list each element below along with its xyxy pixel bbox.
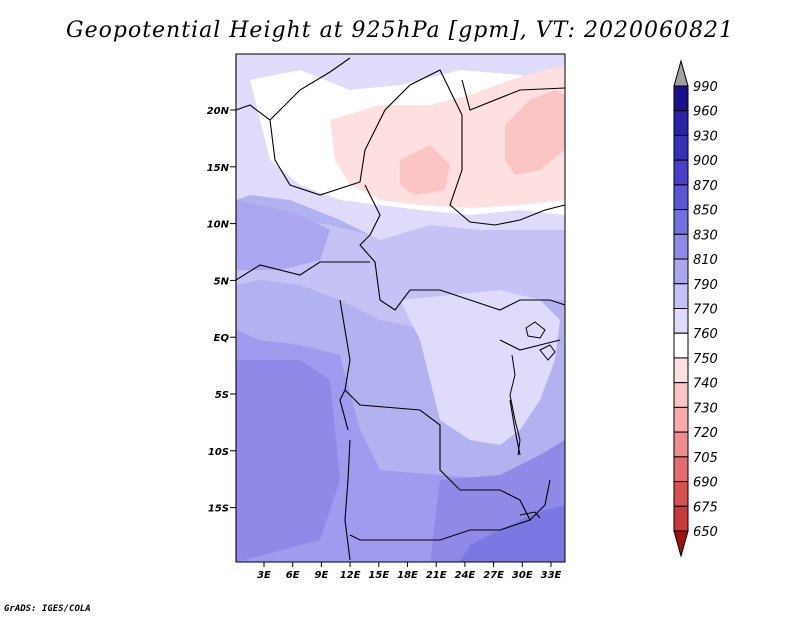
colorbar-segment	[673, 209, 689, 235]
colorbar-label: 650	[693, 525, 718, 540]
colorbar-label: 770	[693, 303, 718, 318]
colorbar-label: 730	[693, 401, 718, 416]
lat-label: 10N	[207, 220, 230, 231]
colorbar-label: 675	[693, 500, 718, 515]
lat-label: 15S	[208, 504, 229, 515]
colorbar-bottom-arrow	[673, 530, 689, 558]
colorbar-label: 900	[693, 154, 718, 169]
colorbar-label: 750	[693, 352, 718, 367]
colorbar-segment	[673, 406, 689, 433]
colorbar-segment	[673, 382, 689, 408]
colorbar-label: 930	[693, 129, 718, 144]
colorbar-segment	[673, 258, 689, 285]
lon-label: 33E	[541, 570, 562, 581]
colorbar-segment	[673, 357, 689, 384]
colorbar-segment	[673, 159, 689, 186]
colorbar-segment	[673, 456, 689, 483]
lat-label: 20N	[207, 106, 230, 117]
lon-label: 18E	[397, 570, 418, 581]
colorbar-label: 850	[693, 204, 718, 219]
colorbar-label: 790	[693, 278, 718, 293]
colorbar-segment	[673, 134, 689, 161]
colorbar-segment	[673, 332, 689, 359]
lon-label: 9E	[315, 570, 329, 581]
colorbar-segment	[673, 233, 689, 260]
colorbar-label: 740	[693, 377, 718, 392]
colorbar-label: 705	[693, 451, 718, 466]
lon-label: 15E	[368, 570, 389, 581]
lon-label: 30E	[512, 570, 533, 581]
colorbar-segment	[673, 308, 689, 334]
colorbar-segment	[673, 283, 689, 309]
colorbar-top-arrow	[673, 59, 689, 87]
colorbar-label: 720	[693, 426, 718, 441]
lat-label: 15N	[207, 163, 230, 174]
lon-label: 24E	[455, 570, 476, 581]
colorbar-label: 810	[693, 253, 718, 268]
lat-label: 5S	[215, 390, 229, 401]
lakes	[509, 321, 556, 519]
height-field	[236, 54, 565, 562]
colorbar-segment	[673, 505, 689, 532]
colorbar-segment	[673, 85, 689, 112]
colorbar-segment	[673, 481, 689, 507]
colorbar-label: 760	[693, 327, 718, 342]
latitude-axis: 20N 15N 10N 5N EQ 5S 10S 15S	[207, 106, 236, 515]
lon-label: 6E	[286, 570, 300, 581]
lon-label: 3E	[257, 570, 271, 581]
colorbar-segment	[673, 184, 689, 211]
lat-label: 10S	[208, 447, 229, 458]
lat-label: EQ	[214, 333, 230, 344]
chart-title: Geopotential Height at 925hPa [gpm], VT:…	[66, 18, 734, 43]
colorbar-label: 960	[693, 105, 718, 120]
longitude-axis: 3E 6E 9E 12E 15E 18E 21E 24E 27E 30E 33E	[257, 562, 562, 581]
lon-label: 21E	[426, 570, 447, 581]
colorbar-label: 830	[693, 228, 718, 243]
colorbar-label: 870	[693, 179, 718, 194]
colorbar-segment	[673, 110, 689, 136]
grads-credit: GrADS: IGES/COLA	[4, 604, 91, 614]
colorbar-segment	[673, 431, 689, 458]
lat-label: 5N	[214, 276, 230, 287]
lon-label: 12E	[340, 570, 361, 581]
map-frame	[235, 53, 566, 563]
lon-label: 27E	[483, 570, 504, 581]
colorbar-label: 690	[693, 476, 718, 491]
colorbar-label: 990	[693, 80, 718, 95]
